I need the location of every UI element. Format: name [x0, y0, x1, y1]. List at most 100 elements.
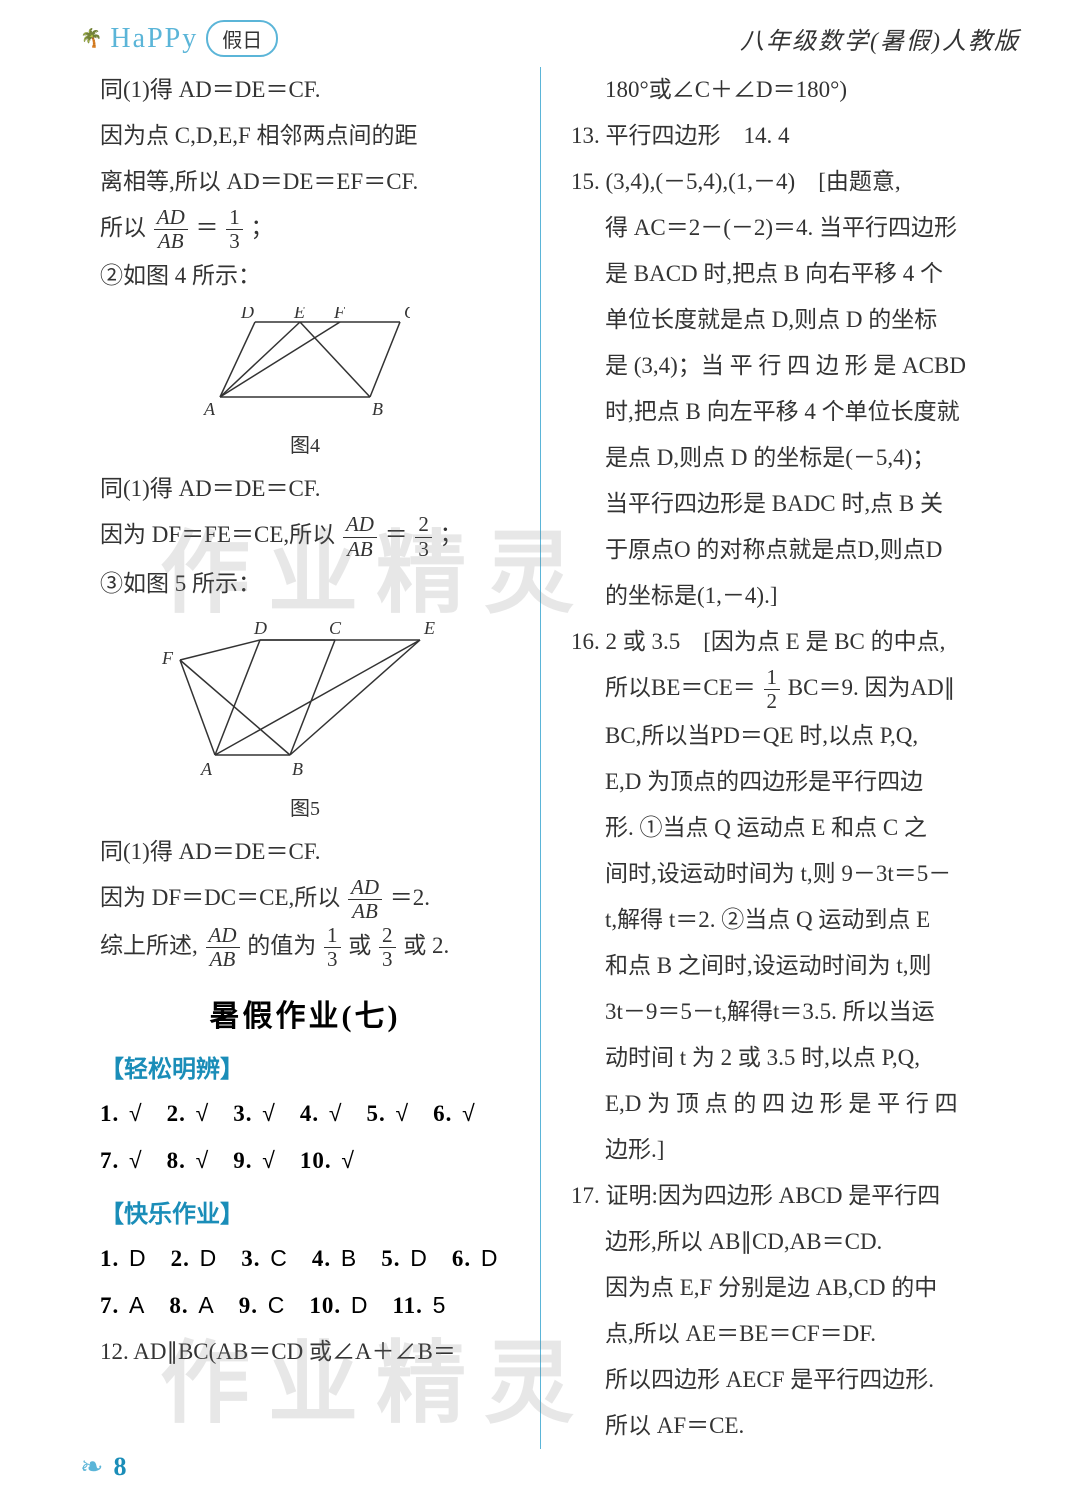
left-column: 同(1)得 AD＝DE＝CF. 因为点 C,D,E,F 相邻两点间的距 离相等,… — [100, 67, 540, 1449]
text-line: 综上所述, ADAB 的值为 13 或 23 或 2. — [100, 923, 510, 971]
text-line: BC,所以当PD＝QE 时,以点 P,Q, — [571, 713, 980, 759]
fraction: 23 — [415, 513, 432, 560]
right-column: 180°或∠C＋∠D＝180°) 13. 平行四边形 14. 4 15. (3,… — [540, 67, 980, 1449]
text-line: 离相等,所以 AD＝DE＝EF＝CF. — [100, 159, 510, 205]
text-line: 的坐标是(1,－4).] — [571, 573, 980, 619]
figure-4-diagram: D E F C A B — [200, 307, 410, 422]
text-line: 所以四边形 AECF 是平行四边形. — [571, 1357, 980, 1403]
text-line: 同(1)得 AD＝DE＝CF. — [100, 67, 510, 113]
page-footer: ❧ 8 — [80, 1450, 126, 1484]
text-line: 13. 平行四边形 14. 4 — [571, 113, 980, 159]
svg-text:A: A — [200, 759, 213, 779]
text-line: 是 BACD 时,把点 B 向右平移 4 个 — [571, 251, 980, 297]
figure-5: D C E A B F 图5 — [100, 615, 510, 821]
text-line: 因为 DF＝FE＝CE,所以 ADAB ＝ 23 ； — [100, 512, 510, 560]
figure-5-diagram: D C E A B F — [160, 615, 450, 785]
content-columns: 同(1)得 AD＝DE＝CF. 因为点 C,D,E,F 相邻两点间的距 离相等,… — [0, 67, 1080, 1449]
multichoice-row-2: 7. A 8. A 9. C 10. D 11. 5 — [100, 1282, 510, 1329]
text-line: 所以 AF＝CE. — [571, 1403, 980, 1449]
text: 或 — [348, 933, 371, 958]
text-line: t,解得 t＝2. ②当点 Q 运动到点 E — [571, 897, 980, 943]
text-line: E,D 为顶点的四边形是平行四边 — [571, 759, 980, 805]
figure-4: D E F C A B 图4 — [100, 307, 510, 458]
text-line: 因为点 C,D,E,F 相邻两点间的距 — [100, 113, 510, 159]
svg-text:D: D — [253, 618, 267, 638]
text-line: 是点 D,则点 D 的坐标是(－5,4)； — [571, 435, 980, 481]
text: 的值为 — [247, 933, 316, 958]
svg-text:A: A — [203, 399, 216, 419]
brand-text: HaPPy — [110, 23, 198, 55]
text: ＝2. — [390, 885, 430, 910]
svg-text:E: E — [423, 618, 435, 638]
fraction: ADAB — [343, 513, 377, 560]
true-false-row-1: 1. √ 2. √ 3. √ 4. √ 5. √ 6. √ — [100, 1090, 510, 1137]
true-false-row-2: 7. √ 8. √ 9. √ 10. √ — [100, 1137, 510, 1184]
text: 所以BE＝CE＝ — [605, 675, 756, 700]
homework-title: 暑假作业(七) — [100, 991, 510, 1035]
text-line: 点,所以 AE＝BE＝CF＝DF. — [571, 1311, 980, 1357]
palm-tree-icon: 🌴 — [80, 28, 102, 49]
fraction: 23 — [379, 924, 396, 971]
subsection-easy: 【轻松明辨】 — [100, 1049, 510, 1084]
fraction: 13 — [324, 924, 341, 971]
svg-text:C: C — [404, 307, 410, 322]
text-line: 是 (3,4)；当 平 行 四 边 形 是 ACBD — [571, 343, 980, 389]
text-line: 边形.] — [571, 1127, 980, 1173]
text-line: 间时,设运动时间为 t,则 9－3t＝5－ — [571, 851, 980, 897]
brand-badge: 假日 — [206, 20, 278, 57]
text-line: 所以 ADAB ＝ 13 ； — [100, 205, 510, 253]
text-line: 同(1)得 AD＝DE＝CF. — [100, 466, 510, 512]
text-line: 12. AD∥BC(AB＝CD 或∠A＋∠B＝ — [100, 1329, 510, 1375]
text-line: 单位长度就是点 D,则点 D 的坐标 — [571, 297, 980, 343]
fraction: ADAB — [206, 924, 240, 971]
figure-5-caption: 图5 — [100, 792, 510, 821]
text-line: 时,把点 B 向左平移 4 个单位长度就 — [571, 389, 980, 435]
fraction: ADAB — [348, 876, 382, 923]
text-line: 同(1)得 AD＝DE＝CF. — [100, 829, 510, 875]
text: BC＝9. 因为AD∥ — [788, 675, 955, 700]
fraction: 12 — [764, 666, 781, 713]
text-line: 因为 DF＝DC＝CE,所以 ADAB ＝2. — [100, 875, 510, 923]
text-line: ②如图 4 所示： — [100, 253, 510, 299]
text: ＝ — [196, 215, 219, 240]
text-line: 因为点 E,F 分别是边 AB,CD 的中 — [571, 1265, 980, 1311]
text-line: 于原点O 的对称点就是点D,则点D — [571, 527, 980, 573]
text-line: 动时间 t 为 2 或 3.5 时,以点 P,Q, — [571, 1035, 980, 1081]
figure-4-caption: 图4 — [100, 429, 510, 458]
text: 或 2. — [403, 933, 449, 958]
fraction: 13 — [226, 206, 243, 253]
text-line: 当平行四边形是 BADC 时,点 B 关 — [571, 481, 980, 527]
text-line: 形. ①当点 Q 运动点 E 和点 C 之 — [571, 805, 980, 851]
fraction: ADAB — [154, 206, 188, 253]
svg-text:B: B — [292, 759, 303, 779]
text-line: 得 AC＝2－(－2)＝4. 当平行四边形 — [571, 205, 980, 251]
text: ； — [251, 215, 274, 240]
text-line: 16. 2 或 3.5 [因为点 E 是 BC 的中点, — [571, 619, 980, 665]
leaf-icon: ❧ — [80, 1450, 103, 1484]
text: 因为 DF＝FE＝CE,所以 — [100, 522, 335, 547]
text: 因为 DF＝DC＝CE,所以 — [100, 885, 340, 910]
text-line: ③如图 5 所示： — [100, 561, 510, 607]
subsection-happy: 【快乐作业】 — [100, 1194, 510, 1229]
text-line: 180°或∠C＋∠D＝180°) — [571, 67, 980, 113]
text: 所以 — [100, 215, 146, 240]
text-line: 和点 B 之间时,设运动时间为 t,则 — [571, 943, 980, 989]
svg-text:F: F — [161, 648, 174, 668]
multichoice-row-1: 1. D 2. D 3. C 4. B 5. D 6. D — [100, 1235, 510, 1282]
header-subject: 八年级数学(暑假)人教版 — [740, 21, 1020, 56]
text-line: 17. 证明:因为四边形 ABCD 是平行四 — [571, 1173, 980, 1219]
text: 综上所述, — [100, 933, 198, 958]
svg-text:F: F — [333, 307, 346, 322]
svg-text:E: E — [293, 307, 305, 322]
svg-text:B: B — [372, 399, 383, 419]
svg-text:D: D — [240, 307, 254, 322]
text-line: E,D 为 顶 点 的 四 边 形 是 平 行 四 — [571, 1081, 980, 1127]
header-left: 🌴 HaPPy 假日 — [80, 20, 278, 57]
page-number: 8 — [113, 1452, 126, 1482]
page-header: 🌴 HaPPy 假日 八年级数学(暑假)人教版 — [0, 0, 1080, 67]
svg-text:C: C — [329, 618, 342, 638]
text: ； — [440, 522, 463, 547]
text: ＝ — [385, 522, 408, 547]
text-line: 15. (3,4),(－5,4),(1,－4) [由题意, — [571, 159, 980, 205]
text-line: 3t－9＝5－t,解得t＝3.5. 所以当运 — [571, 989, 980, 1035]
